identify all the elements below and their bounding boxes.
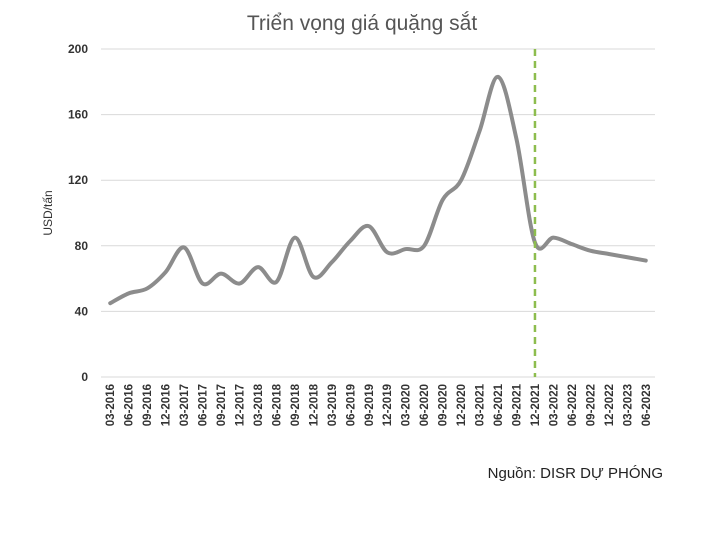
x-tick-label: 09-2018 [290, 383, 302, 426]
x-tick-label: 03-2023 [622, 384, 634, 426]
x-tick-label: 06-2019 [345, 384, 357, 426]
x-tick-label: 06-2018 [271, 383, 283, 426]
x-tick-label: 12-2018 [308, 383, 320, 426]
x-tick-label: 03-2018 [253, 383, 265, 426]
x-tick-label: 12-2016 [161, 384, 173, 426]
source-note: Nguồn: DISR DỰ PHÓNG [488, 465, 663, 482]
x-tick-label: 12-2017 [235, 384, 247, 426]
x-tick-label: 06-2023 [641, 384, 653, 426]
y-axis-label: USD/tấn [41, 190, 55, 235]
y-tick-label: 0 [81, 370, 88, 384]
y-tick-label: 120 [68, 173, 88, 187]
x-tick-label: 12-2021 [530, 383, 542, 426]
x-tick-label: 06-2017 [198, 384, 210, 426]
x-tick-label: 03-2020 [401, 384, 413, 426]
x-tick-label: 03-2017 [179, 384, 191, 426]
x-tick-label: 12-2020 [456, 384, 468, 426]
x-tick-label: 06-2022 [567, 384, 579, 426]
x-tick-label: 06-2021 [493, 383, 505, 426]
x-tick-label: 09-2019 [364, 384, 376, 426]
x-tick-label: 09-2016 [142, 384, 154, 426]
x-tick-label: 06-2016 [124, 384, 136, 426]
x-tick-label: 09-2022 [585, 384, 597, 426]
chart-title: Triển vọng giá quặng sắt [247, 12, 478, 35]
x-tick-label: 09-2017 [216, 384, 228, 426]
x-tick-label: 12-2019 [382, 384, 394, 426]
x-tick-label: 03-2016 [105, 384, 117, 426]
x-tick-label: 03-2022 [548, 384, 560, 426]
x-tick-label: 06-2020 [419, 384, 431, 426]
x-tick-label: 09-2021 [512, 383, 524, 426]
y-tick-label: 80 [75, 239, 89, 253]
y-tick-label: 160 [68, 108, 88, 122]
y-tick-label: 40 [75, 304, 89, 318]
x-tick-label: 03-2021 [475, 383, 487, 426]
x-tick-label: 09-2020 [438, 384, 450, 426]
x-tick-label: 03-2019 [327, 384, 339, 426]
price-line [108, 74, 648, 306]
x-tick-label: 12-2022 [604, 384, 616, 426]
y-tick-label: 200 [68, 42, 88, 56]
